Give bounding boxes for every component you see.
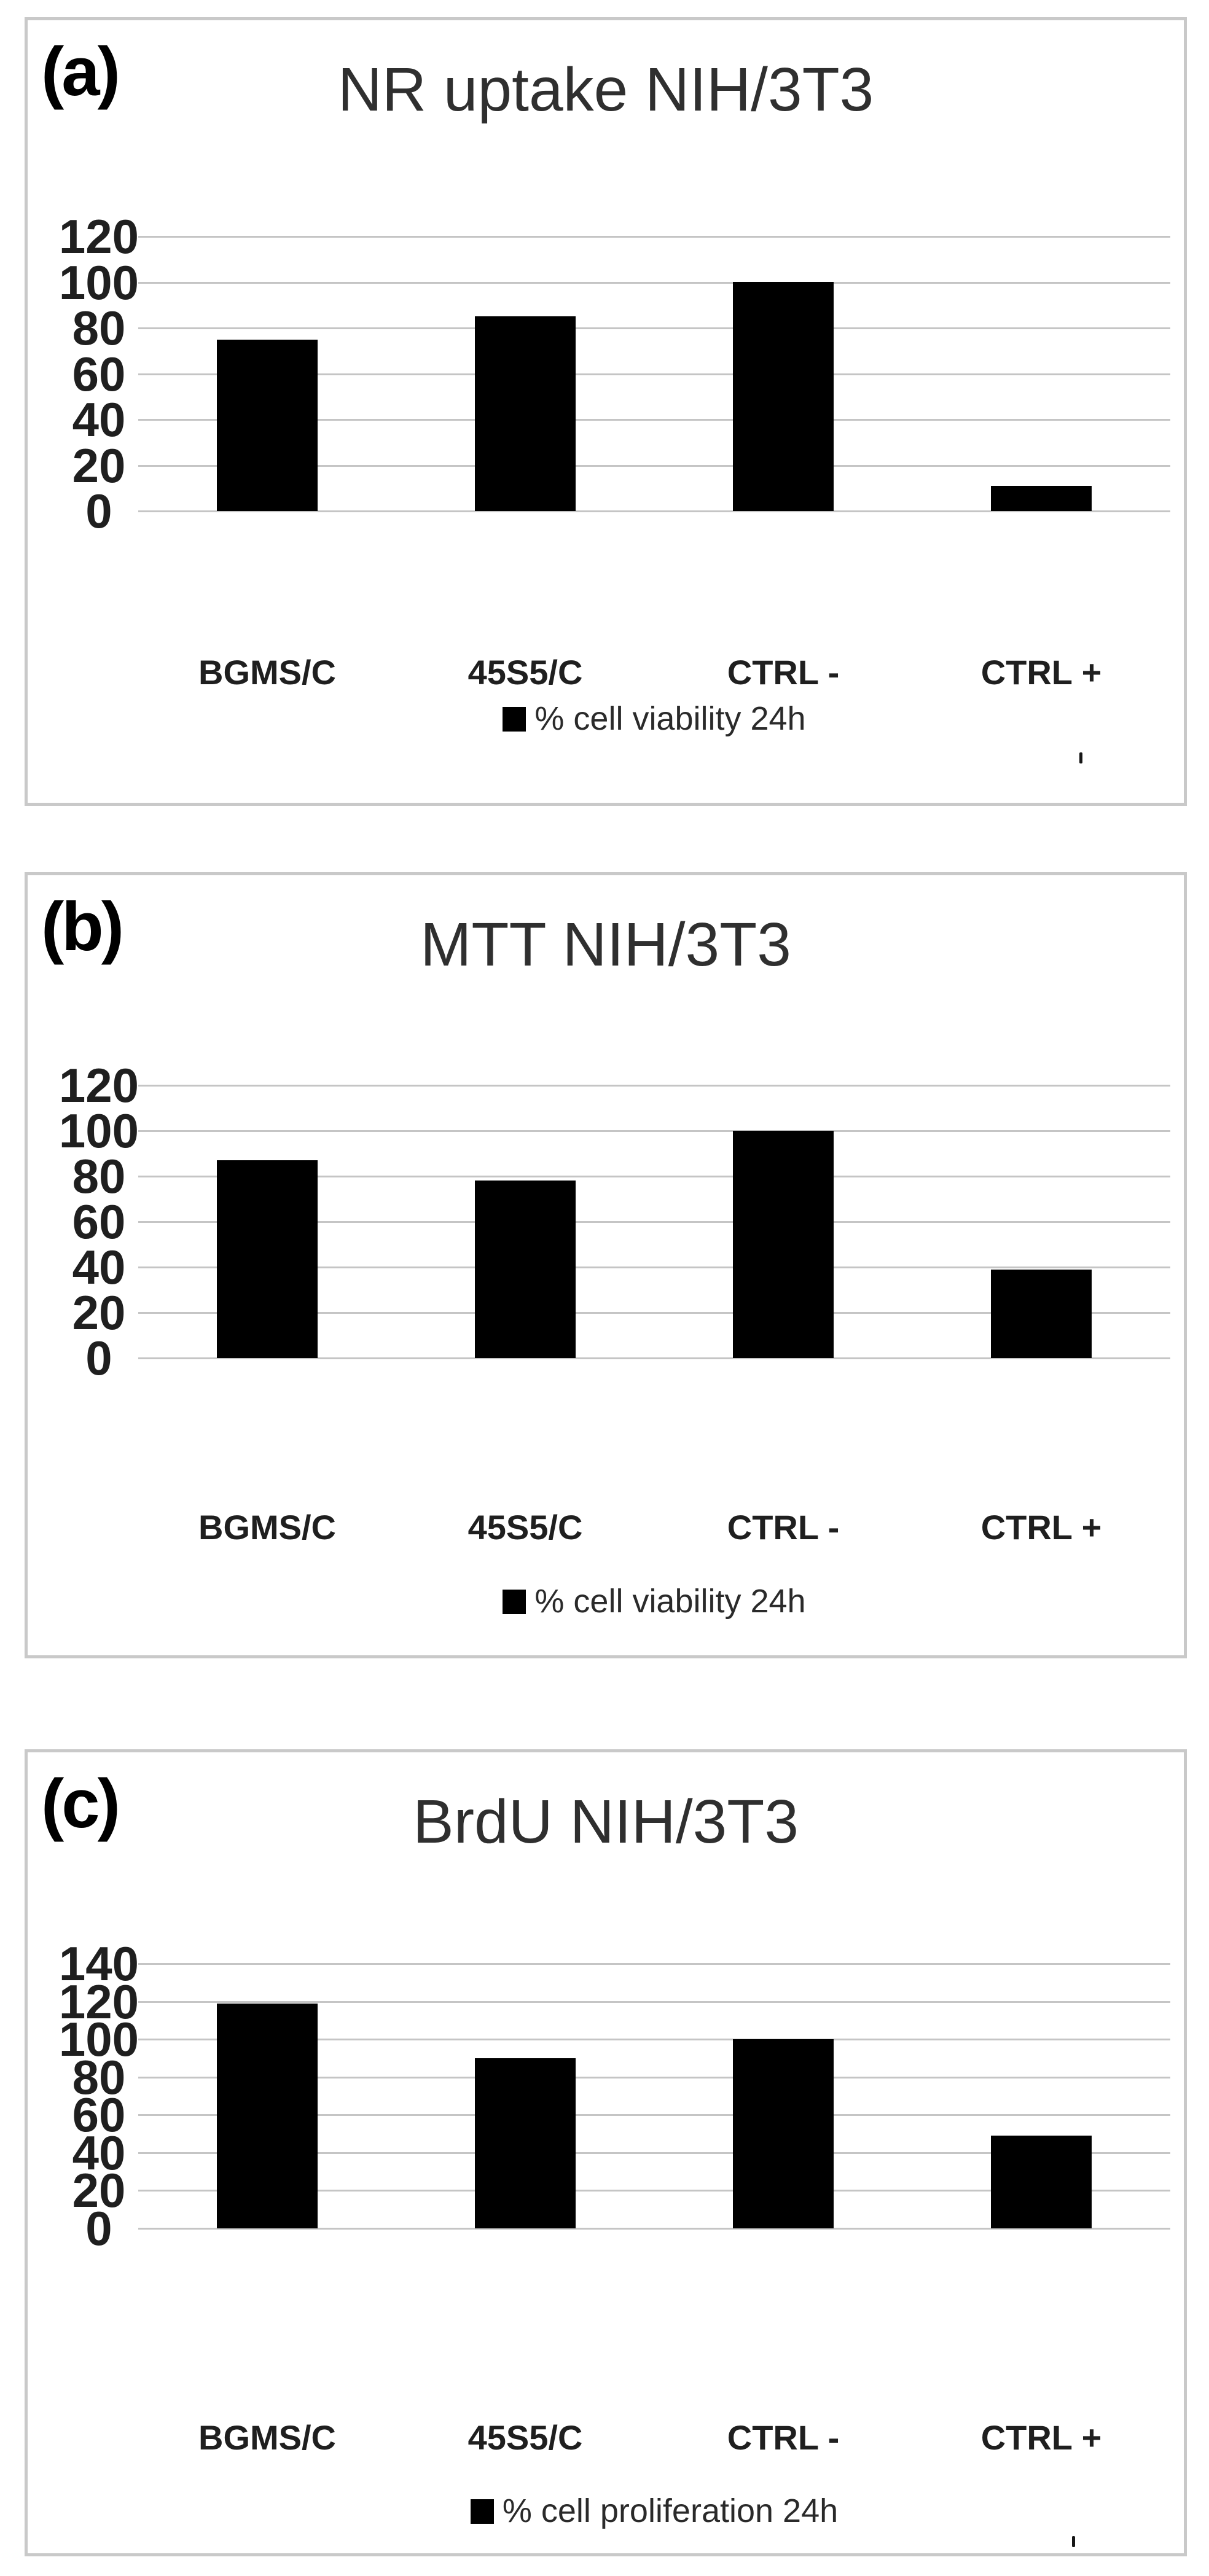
bar-ctrl	[991, 1270, 1092, 1358]
gridline-y120	[138, 2000, 1170, 2003]
y-axis-tick-label: 100	[58, 255, 139, 310]
y-axis-tick-label: 80	[72, 1149, 126, 1203]
gridline-y20	[138, 2190, 1170, 2192]
bar-bgms-c	[217, 340, 318, 511]
y-axis-tick-label: 140	[58, 1937, 139, 1991]
y-axis-tick-label: 40	[72, 2125, 126, 2180]
panel-c-legend: % cell proliferation 24h	[138, 2492, 1170, 2529]
x-axis-category-label: BGMS/C	[198, 1508, 336, 1547]
x-axis-category-label: BGMS/C	[198, 2418, 336, 2457]
panel-b-plot-area: 0 20 40 60 80 100 120 BGMS/C 45S5/C CTRL - CTRL +	[28, 875, 1184, 1655]
panel-c-plot-area: 0 20 40 60 80 100 120 140 BGMS/C 45S5/C CTRL - CTRL…	[28, 1752, 1184, 2553]
gridline-y0	[138, 2228, 1170, 2230]
gridline-y60	[138, 373, 1170, 375]
gridline-y140	[138, 1963, 1170, 1965]
bar-ctrl	[991, 2136, 1092, 2228]
panel-a-letter: (a)	[41, 33, 120, 110]
legend-swatch-icon	[503, 706, 526, 732]
bar-45s5-c	[475, 2058, 576, 2228]
panel-a-legend-label: % cell viability 24h	[534, 700, 806, 737]
bar-ctrl	[991, 486, 1092, 511]
panel-c-chart-title: BrdU NIH/3T3	[413, 1787, 799, 1856]
gridline-y20	[138, 464, 1170, 467]
bar-ctrl	[733, 282, 834, 511]
y-axis-tick-label: 80	[72, 301, 126, 355]
panel-c: (c) BrdU NIH/3T3 0 20 40 60 80 100 120 140 BGMS/…	[25, 1749, 1187, 2556]
bar-45s5-c	[475, 316, 576, 511]
x-axis-category-label: BGMS/C	[198, 653, 336, 692]
x-axis-category-label: CTRL -	[727, 2418, 840, 2457]
y-axis-tick-label: 60	[72, 1195, 126, 1249]
panel-a-chart-title: NR uptake NIH/3T3	[337, 55, 874, 124]
legend-swatch-icon	[470, 2499, 494, 2524]
gridline-y40	[138, 2152, 1170, 2154]
stray-mark	[1079, 752, 1082, 763]
gridline-y100	[138, 281, 1170, 284]
x-axis-category-label: 45S5/C	[468, 1508, 583, 1547]
bar-ctrl	[733, 1131, 834, 1358]
x-axis-category-label: 45S5/C	[468, 2418, 583, 2457]
stray-mark	[1072, 2536, 1075, 2547]
y-axis-tick-label: 20	[72, 2163, 126, 2218]
y-axis-tick-label: 100	[58, 2012, 139, 2067]
gridline-y100	[138, 1130, 1170, 1132]
x-axis-category-label: CTRL -	[727, 653, 840, 692]
bar-bgms-c	[217, 1160, 318, 1358]
y-axis-tick-label: 60	[72, 2088, 126, 2142]
y-axis-tick-label: 120	[58, 1058, 139, 1112]
x-axis-category-label: 45S5/C	[468, 653, 583, 692]
panel-a-plot-area: 0 20 40 60 80 100 120 BGMS/C 45S5/C CTRL - CTRL +	[28, 20, 1184, 803]
y-axis-tick-label: 80	[72, 2050, 126, 2104]
panel-a-legend: % cell viability 24h	[138, 700, 1170, 737]
y-axis-tick-label: 0	[85, 2201, 112, 2255]
panel-b-legend-label: % cell viability 24h	[534, 1583, 806, 1620]
gridline-y120	[138, 236, 1170, 238]
gridline-y40	[138, 1267, 1170, 1268]
x-axis-category-label: CTRL -	[727, 1508, 840, 1547]
panel-a: (a) NR uptake NIH/3T3 0 20 40 60 80 100 120 BGM…	[25, 17, 1187, 806]
gridline-y80	[138, 2076, 1170, 2078]
y-axis-tick-label: 120	[58, 209, 139, 263]
y-axis-tick-label: 0	[85, 1331, 112, 1385]
y-axis-tick-label: 20	[72, 438, 126, 493]
x-axis-category-label: CTRL +	[980, 1508, 1102, 1547]
gridline-y20	[138, 1312, 1170, 1314]
y-axis-tick-label: 60	[72, 346, 126, 401]
y-axis-tick-label: 120	[58, 1974, 139, 2029]
gridline-y60	[138, 2114, 1170, 2117]
gridline-y40	[138, 419, 1170, 421]
panel-c-legend-label: % cell proliferation 24h	[502, 2492, 839, 2529]
gridline-y0	[138, 510, 1170, 512]
y-axis-tick-label: 40	[72, 1240, 126, 1294]
gridline-y80	[138, 1176, 1170, 1177]
x-axis-category-label: CTRL +	[980, 653, 1102, 692]
gridline-y120	[138, 1085, 1170, 1087]
y-axis-tick-label: 100	[58, 1104, 139, 1158]
legend-swatch-icon	[503, 1589, 526, 1614]
panel-b-legend: % cell viability 24h	[138, 1583, 1170, 1620]
bar-45s5-c	[475, 1181, 576, 1358]
panel-b-letter: (b)	[41, 888, 124, 965]
gridline-y0	[138, 1357, 1170, 1359]
gridline-y60	[138, 1221, 1170, 1223]
panel-b-chart-title: MTT NIH/3T3	[420, 910, 791, 979]
bar-ctrl	[733, 2039, 834, 2228]
panel-c-letter: (c)	[41, 1765, 120, 1842]
panel-b: (b) MTT NIH/3T3 0 20 40 60 80 100 120 BGMS/C 45S…	[25, 872, 1187, 1658]
y-axis-tick-label: 0	[85, 484, 112, 538]
x-axis-category-label: CTRL +	[980, 2418, 1102, 2457]
y-axis-tick-label: 40	[72, 392, 126, 447]
gridline-y80	[138, 327, 1170, 329]
gridline-y100	[138, 2039, 1170, 2041]
bar-bgms-c	[217, 2004, 318, 2228]
y-axis-tick-label: 20	[72, 1286, 126, 1340]
